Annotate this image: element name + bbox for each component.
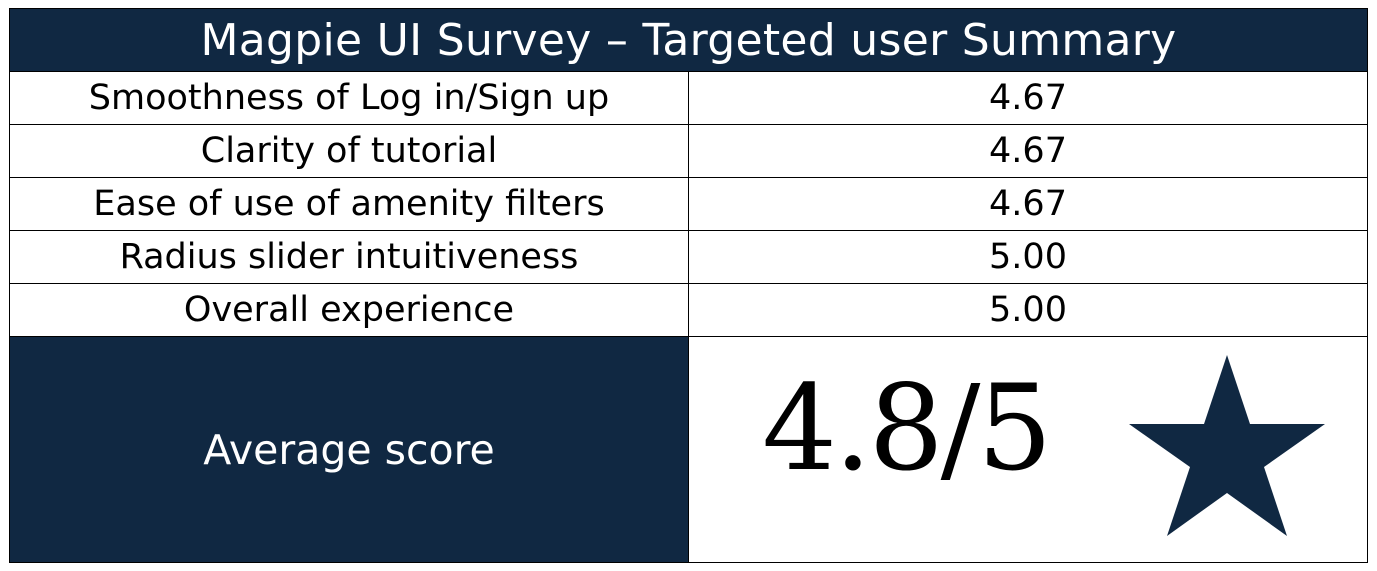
row-value: 5.00 xyxy=(989,290,1067,330)
average-label: Average score xyxy=(10,337,689,562)
star-shape xyxy=(1129,355,1325,536)
table-row: Overall experience 5.00 xyxy=(10,284,1367,337)
table-row: Clarity of tutorial 4.67 xyxy=(10,125,1367,178)
row-label: Overall experience xyxy=(10,284,689,336)
row-label: Clarity of tutorial xyxy=(10,125,689,177)
average-score: 4.8/5 xyxy=(762,359,1052,497)
table-title: Magpie UI Survey – Targeted user Summary xyxy=(10,9,1367,72)
row-label: Ease of use of amenity filters xyxy=(10,178,689,230)
row-label: Smoothness of Log in/Sign up xyxy=(10,72,689,124)
row-value: 5.00 xyxy=(989,237,1067,277)
average-row: Average score 4.8/5 xyxy=(10,337,1367,562)
row-value: 4.67 xyxy=(989,131,1067,171)
row-label: Radius slider intuitiveness xyxy=(10,231,689,283)
row-value: 4.67 xyxy=(989,78,1067,118)
average-value-cell: 4.8/5 xyxy=(689,337,1367,562)
row-value: 4.67 xyxy=(989,184,1067,224)
table-row: Ease of use of amenity filters 4.67 xyxy=(10,178,1367,231)
survey-summary-table: Magpie UI Survey – Targeted user Summary… xyxy=(9,8,1368,563)
table-row: Radius slider intuitiveness 5.00 xyxy=(10,231,1367,284)
star-icon xyxy=(1129,355,1325,536)
table-row: Smoothness of Log in/Sign up 4.67 xyxy=(10,72,1367,125)
